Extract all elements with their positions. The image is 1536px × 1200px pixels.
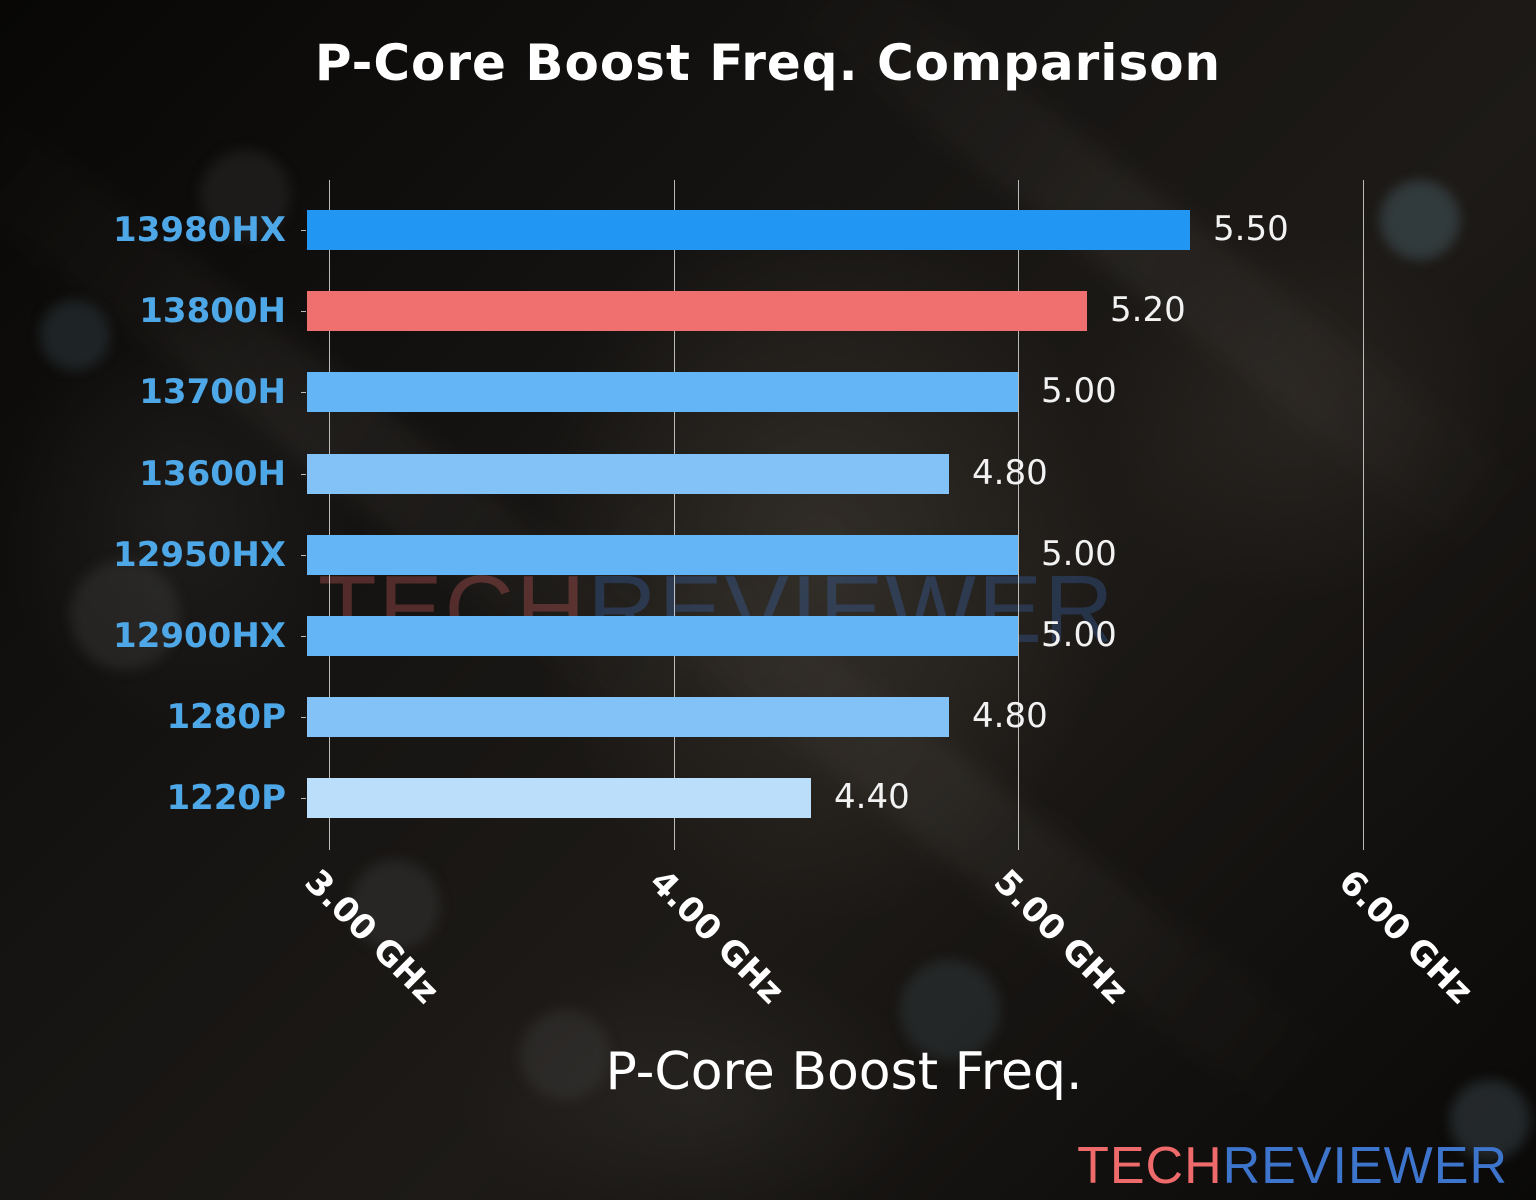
bar-value-label: 5.50 <box>1213 209 1289 249</box>
y-tick <box>301 717 306 718</box>
bar-1280p <box>307 697 949 737</box>
background-bokeh <box>40 300 110 370</box>
x-tick-label: 5.00 GHz <box>985 862 1136 1012</box>
bar-value-label: 5.20 <box>1110 290 1186 330</box>
logo-part-tech: TECH <box>1077 1137 1223 1195</box>
bar-12950hx <box>307 535 1018 575</box>
x-tick-label: 3.00 GHz <box>296 862 447 1012</box>
y-tick <box>301 230 306 231</box>
gridline <box>674 180 675 850</box>
bar-1220p <box>307 778 811 818</box>
y-tick <box>301 311 306 312</box>
y-tick <box>301 555 306 556</box>
bar-12900hx <box>307 616 1018 656</box>
x-tick-label: 4.00 GHz <box>641 862 792 1012</box>
y-tick <box>301 474 306 475</box>
category-label: 12950HX <box>113 535 286 575</box>
gridline <box>1018 180 1019 850</box>
y-tick <box>301 798 306 799</box>
background-bokeh <box>1380 180 1460 260</box>
bar-value-label: 4.80 <box>972 453 1048 493</box>
gridline <box>1363 180 1364 850</box>
bar-value-label: 5.00 <box>1041 371 1117 411</box>
bar-value-label: 4.80 <box>972 696 1048 736</box>
bar-value-label: 4.40 <box>834 777 910 817</box>
bar-13800h <box>307 291 1087 331</box>
category-label: 13700H <box>139 372 286 412</box>
category-label: 1220P <box>166 778 286 818</box>
category-label: 12900HX <box>113 616 286 656</box>
category-label: 13980HX <box>113 210 286 250</box>
brand-logo: TECHREVIEWER <box>1077 1136 1508 1196</box>
y-tick <box>301 636 306 637</box>
x-tick-label: 6.00 GHz <box>1330 862 1481 1012</box>
background-bokeh <box>900 960 1000 1060</box>
category-label: 13600H <box>139 454 286 494</box>
gridline <box>329 180 330 850</box>
background-bokeh <box>70 560 180 670</box>
background-bokeh <box>200 150 290 240</box>
bar-13600h <box>307 454 949 494</box>
category-label: 1280P <box>166 697 286 737</box>
background-bokeh <box>350 860 440 950</box>
logo-part-reviewer: REVIEWER <box>1222 1137 1508 1195</box>
bar-13980hx <box>307 210 1190 250</box>
y-tick <box>301 392 306 393</box>
x-axis-label: P-Core Boost Freq. <box>605 1042 1083 1102</box>
bar-13700h <box>307 372 1018 412</box>
bar-value-label: 5.00 <box>1041 615 1117 655</box>
category-label: 13800H <box>139 291 286 331</box>
background-bokeh <box>520 1010 610 1100</box>
chart-title: P-Core Boost Freq. Comparison <box>314 34 1222 92</box>
background-bokeh <box>1450 1080 1530 1160</box>
bar-value-label: 5.00 <box>1041 534 1117 574</box>
